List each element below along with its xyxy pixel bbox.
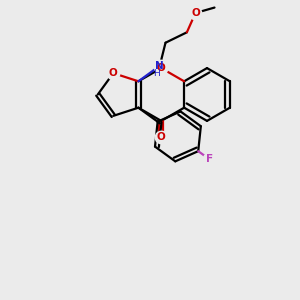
Text: N: N [155,61,164,71]
Text: F: F [206,154,213,164]
Text: O: O [109,68,118,78]
Text: O: O [157,132,166,142]
Text: O: O [157,63,166,73]
Text: O: O [191,8,200,18]
Text: H: H [153,69,160,78]
